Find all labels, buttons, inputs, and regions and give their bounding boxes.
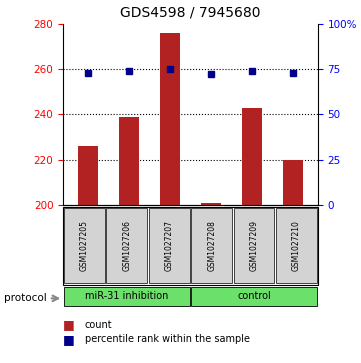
Text: miR-31 inhibition: miR-31 inhibition [85, 291, 169, 301]
Text: GSM1027207: GSM1027207 [165, 220, 174, 272]
Bar [201, 203, 221, 205]
Text: ■: ■ [63, 318, 75, 331]
Bar [191, 208, 232, 284]
Text: control: control [237, 291, 271, 301]
Text: percentile rank within the sample: percentile rank within the sample [85, 334, 250, 344]
Text: count: count [85, 320, 113, 330]
Bar [119, 117, 139, 205]
Bar [276, 208, 317, 284]
Text: ■: ■ [63, 333, 75, 346]
Text: GSM1027209: GSM1027209 [249, 220, 258, 272]
Text: GSM1027210: GSM1027210 [292, 220, 301, 272]
Text: GSM1027205: GSM1027205 [80, 220, 89, 272]
Bar [149, 208, 190, 284]
Bar [160, 33, 180, 205]
Bar [283, 160, 303, 205]
Title: GDS4598 / 7945680: GDS4598 / 7945680 [120, 6, 261, 20]
Bar [234, 208, 274, 284]
Bar [78, 146, 98, 205]
Bar [242, 107, 262, 205]
Text: GSM1027208: GSM1027208 [207, 220, 216, 272]
Bar [106, 208, 147, 284]
Bar [64, 208, 105, 284]
Text: protocol: protocol [4, 293, 46, 303]
Text: GSM1027206: GSM1027206 [122, 220, 131, 272]
Bar [191, 287, 317, 306]
Bar [64, 287, 190, 306]
